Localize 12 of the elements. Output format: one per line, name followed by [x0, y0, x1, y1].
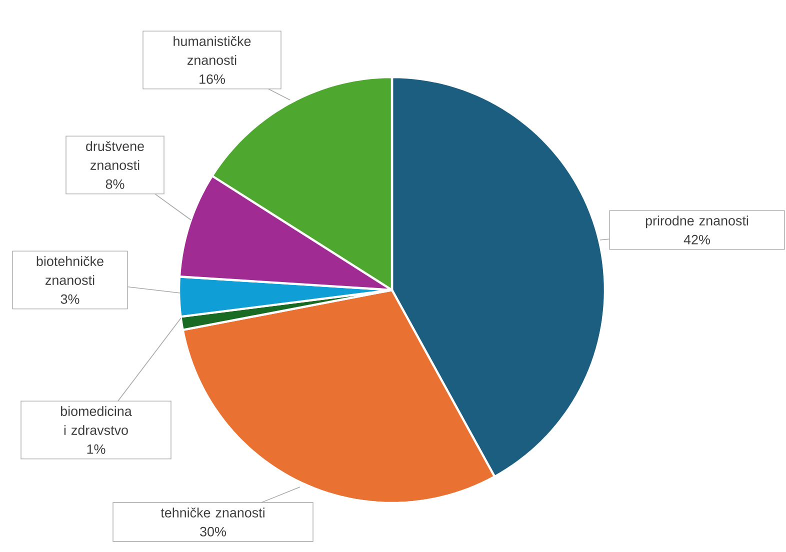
slice-label: biomedicina i zdravstvo [60, 406, 132, 435]
slice-label: prirodne znanosti [646, 216, 748, 228]
data-label: 16% [200, 74, 225, 84]
data-label: 1% [87, 444, 106, 454]
data-label: 42% [684, 234, 710, 244]
data-label: 30% [200, 526, 226, 536]
data-label: 3% [60, 294, 80, 304]
slice-label: tehničke znanosti [160, 508, 264, 518]
data-label: 8% [106, 179, 124, 189]
slice-label: biotehničke znanosti [36, 256, 104, 285]
slice-label: humanističke znanosti [174, 36, 251, 65]
slice-label: društvene znanosti [86, 141, 144, 170]
